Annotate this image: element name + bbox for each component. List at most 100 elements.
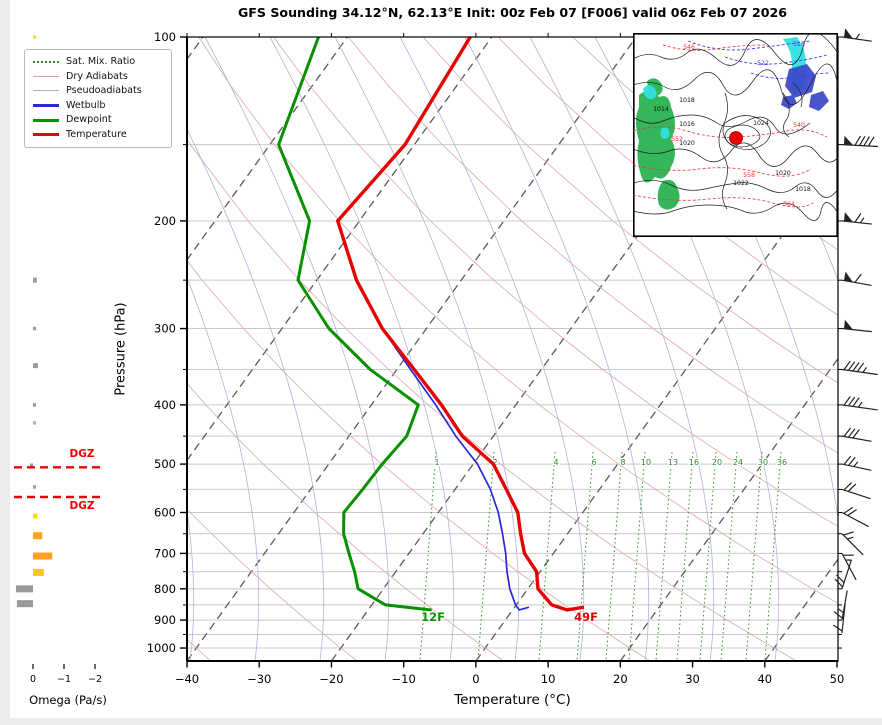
sounding-traces (277, 37, 585, 612)
map-thickness-label: 552 (671, 136, 683, 143)
wind-barb-icon (841, 360, 878, 376)
mixing-ratio-label: 20 (712, 458, 722, 467)
pressure-axis-label: Pressure (hPa) (113, 302, 129, 396)
plot-frame (186, 36, 839, 662)
mixing-ratio-label: 30 (758, 458, 768, 467)
legend-item-label: Dewpoint (66, 114, 112, 126)
pressure-tick-label: 1000 (147, 641, 176, 655)
map-thickness-label: 546 (683, 44, 695, 51)
map-isobar-label: 1020 (679, 140, 695, 147)
surface-temp-label: 49F (574, 610, 598, 624)
map-isobar-contours-black (633, 33, 838, 221)
omega-tick-label: −2 (88, 674, 102, 685)
mixing-ratio-label: 6 (591, 458, 596, 467)
legend: Sat. Mix. Ratio Dry Adiabats Pseudoadiabat… (24, 49, 172, 148)
wind-barb-icon (841, 482, 871, 500)
legend-line-sample (33, 75, 59, 77)
temperature-tick-label: −10 (392, 672, 416, 686)
omega-bar (33, 513, 38, 519)
legend-item-label: Temperature (66, 128, 127, 140)
legend-item-dry-adiabats: Dry Adiabats (33, 70, 163, 82)
legend-item-sat-mix-ratio: Sat. Mix. Ratio (33, 57, 163, 67)
temperature-tick-labels: −40 −30 −20 −10 0 10 20 30 40 50 (175, 33, 844, 686)
temperature-axis-label: Temperature (°C) (454, 692, 571, 708)
wind-barb-icon (834, 560, 852, 589)
mixing-ratio-label: 16 (689, 458, 699, 467)
legend-item-wetbulb: Wetbulb (33, 101, 163, 111)
omega-tick-label: 0 (30, 674, 36, 685)
omega-bar (30, 463, 33, 467)
mixing-ratio-label: 8 (620, 458, 625, 467)
mixing-ratio-label: 13 (668, 458, 678, 467)
temperature-tick-label: 40 (757, 672, 772, 686)
wind-barb-icon (841, 396, 878, 411)
pressure-tick-label: 400 (154, 398, 176, 412)
pressure-tick-label: 500 (154, 457, 176, 471)
wind-barb-icon (841, 271, 872, 287)
omega-bar (15, 585, 33, 593)
omega-bar (33, 403, 37, 407)
map-isobar-label: 1016 (679, 121, 695, 128)
omega-bar (33, 421, 36, 425)
omega-bar (33, 363, 38, 369)
map-thickness-label: 558 (743, 172, 755, 179)
map-height-label: 516 (793, 41, 805, 48)
wind-barbs (832, 28, 878, 634)
map-isobar-label: 1018 (795, 186, 811, 193)
temperature-tick-label: −30 (247, 672, 271, 686)
map-precip-green-shading (636, 78, 680, 210)
pressure-tick-label: 800 (154, 582, 176, 596)
dgz-lines (14, 466, 103, 499)
pressure-tick-label: 900 (154, 613, 176, 627)
map-thickness-label: 564 (783, 201, 795, 208)
legend-item-label: Dry Adiabats (66, 70, 128, 82)
temperature-tick-label: 0 (472, 672, 479, 686)
legend-item-dewpoint: Dewpoint (33, 115, 163, 125)
mixing-ratio-label: 1 (434, 458, 439, 467)
map-isobar-label: 1022 (733, 180, 749, 187)
wetbulb-trace (381, 327, 530, 611)
omega-tick-label: −1 (57, 674, 71, 685)
omega-bar (33, 532, 43, 540)
wind-barb-icon (832, 603, 846, 634)
map-thickness-label: 540 (793, 122, 805, 129)
legend-item-label: Pseudoadiabats (66, 85, 142, 97)
temperature-tick-label: 10 (541, 672, 556, 686)
omega-bar (33, 568, 44, 576)
map-height-label: 522 (757, 60, 769, 67)
temperature-tick-label: 50 (830, 672, 845, 686)
map-isobar-label: 1024 (753, 120, 769, 127)
wind-barb-icon (841, 319, 872, 333)
pressure-tick-label: 600 (154, 505, 176, 519)
mixing-ratio-label: 36 (777, 458, 787, 467)
legend-line-sample (33, 60, 59, 63)
wind-barb-icon (841, 212, 872, 225)
page-title: GFS Sounding 34.12°N, 62.13°E Init: 00z … (237, 5, 788, 20)
wind-barb-icon (841, 455, 872, 471)
pressure-tick-label: 200 (154, 214, 176, 228)
omega-axis-label: Omega (Pa/s) (29, 693, 107, 707)
legend-item-label: Wetbulb (66, 99, 106, 111)
map-isobar-label: 1020 (775, 170, 791, 177)
omega-bar (16, 600, 33, 608)
legend-line-sample (33, 133, 59, 137)
pressure-tick-label: 300 (154, 322, 176, 336)
inset-map: 1014 1016 1018 1020 1022 1024 1020 1018 … (633, 33, 838, 237)
temperature-tick-label: 20 (613, 672, 628, 686)
omega-bar (33, 35, 37, 39)
map-isobar-label: 1018 (679, 97, 695, 104)
legend-line-sample (33, 104, 59, 108)
mixing-ratio-label: 24 (733, 458, 743, 467)
station-marker (729, 131, 743, 145)
legend-line-sample (33, 118, 59, 122)
mixing-ratio-label: 10 (641, 458, 651, 467)
omega-bar (33, 552, 53, 560)
wind-barb-icon (841, 531, 864, 556)
omega-bar (33, 277, 37, 283)
omega-tick-labels: 0 −1 −2 (30, 664, 102, 685)
pressure-tick-label: 700 (154, 546, 176, 560)
wind-barb-icon (841, 427, 872, 442)
map-height-contours-blue (687, 40, 830, 79)
legend-line-sample (33, 90, 59, 92)
